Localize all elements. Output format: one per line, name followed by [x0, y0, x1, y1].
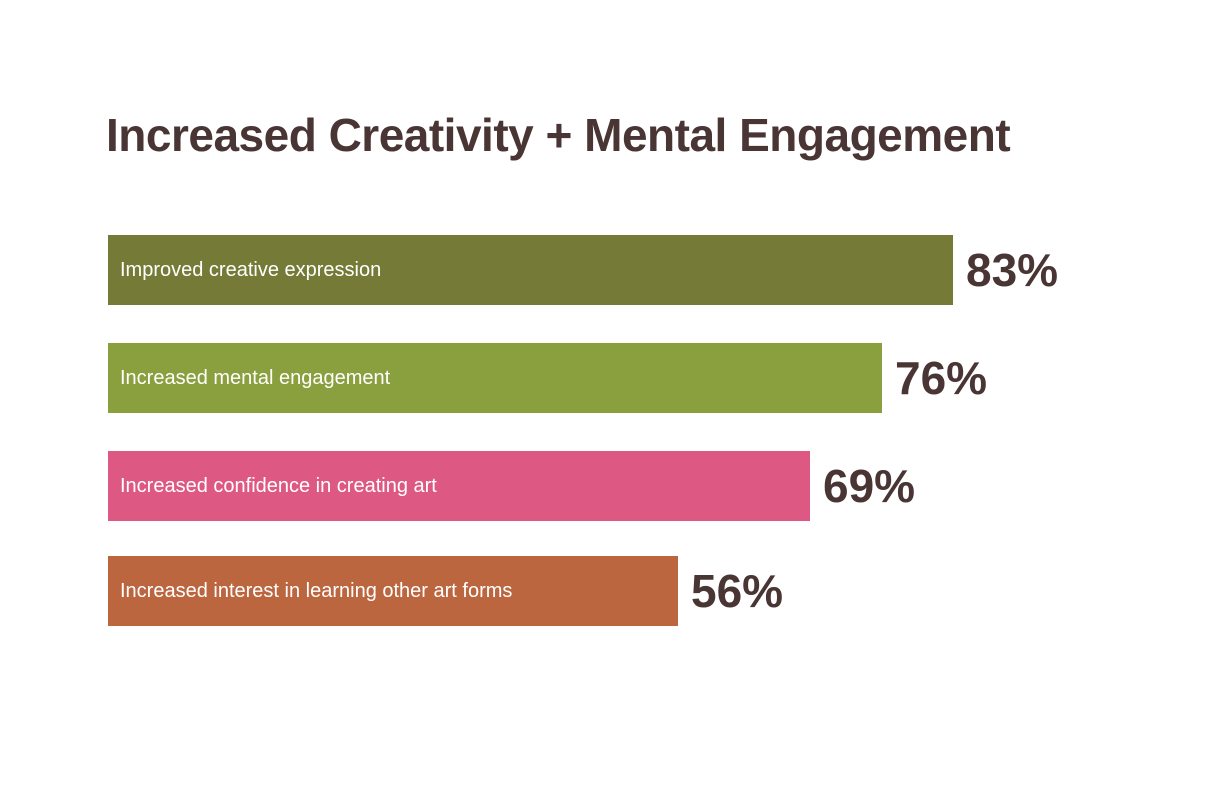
bar-row: Increased interest in learning other art… [108, 556, 1168, 626]
bar-value-label: 69% [823, 460, 916, 512]
bar-label: Improved creative expression [120, 258, 382, 281]
bar-row: Increased confidence in creating art 69% [108, 451, 1168, 521]
bar-row: Improved creative expression 83% [108, 235, 1168, 305]
bar: Increased mental engagement [108, 343, 882, 413]
bar: Improved creative expression [108, 235, 953, 305]
bar-value-label: 56% [691, 565, 784, 617]
bar-label: Increased mental engagement [120, 366, 391, 389]
bar-value-label: 83% [966, 244, 1059, 296]
bar-value-label: 76% [895, 352, 988, 404]
bar-row: Increased mental engagement 76% [108, 343, 1168, 413]
bar-label: Increased confidence in creating art [120, 474, 437, 497]
bar: Increased interest in learning other art… [108, 556, 678, 626]
bar: Increased confidence in creating art [108, 451, 810, 521]
bar-label: Increased interest in learning other art… [120, 579, 513, 602]
bar-chart: Improved creative expression 83% Increased… [108, 235, 1168, 635]
chart-title: Increased Creativity + Mental Engagement [106, 109, 1011, 161]
